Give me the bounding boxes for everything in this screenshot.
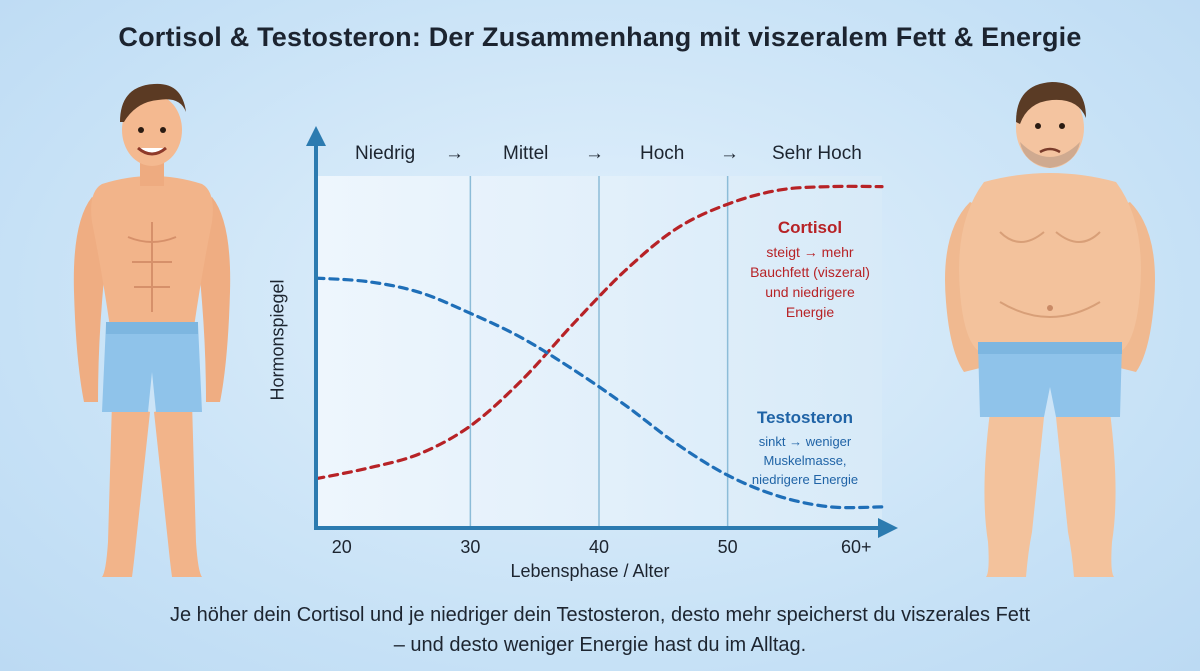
series-line-cortisol	[314, 184, 884, 481]
testosteron-line: sinkt → weniger	[758, 434, 852, 449]
tick-layer: 20 30 40 50 60+	[332, 537, 872, 557]
y-axis-title-text: Hormonspiegel	[267, 279, 288, 401]
cortisol-line: Energie	[785, 304, 835, 320]
testosteron-line: Muskelmasse,	[763, 453, 847, 468]
phase-bar: Niedrig → Mittel → Hoch → Sehr Hoch	[340, 143, 880, 169]
phase-label-sehr-hoch: Sehr Hoch	[772, 143, 862, 164]
footer-caption: Je höher dein Cortisol und je niedriger …	[0, 600, 1200, 660]
x-tick-label: 50	[718, 537, 738, 557]
phase-label-mittel: Mittel	[503, 143, 549, 164]
phase-arrow: →	[445, 143, 464, 164]
footer-line-2: – und desto weniger Energie hast du im A…	[393, 634, 807, 656]
cortisol-line: steigt → mehr	[766, 244, 854, 260]
testosteron-line: niedrigere Energie	[751, 472, 859, 487]
x-tick-label: 30	[460, 537, 480, 557]
series-layer	[314, 184, 884, 510]
grid-lines	[469, 176, 729, 528]
phase-arrow: →	[585, 143, 604, 164]
cortisol-text: steigt → mehr Bauchfett (viszeral) und n…	[740, 242, 880, 322]
y-axis-arrow	[306, 126, 326, 146]
testosteron-text: sinkt → weniger Muskelmasse, niedrigere …	[730, 432, 880, 489]
series-line-testosteron	[314, 276, 884, 510]
cortisol-heading: Cortisol	[777, 218, 843, 237]
cortisol-line: und niedrigere	[765, 284, 855, 300]
x-axis-title: Lebensphase / Alter	[510, 561, 670, 581]
page-title: Cortisol & Testosteron: Der Zusammenhang…	[118, 22, 1082, 52]
phase-label-niedrig: Niedrig	[355, 143, 416, 164]
x-axis-arrow	[878, 518, 898, 538]
x-tick-label: 60+	[841, 537, 872, 557]
overweight-man-illustration	[945, 82, 1155, 577]
cortisol-annotation: Cortisol steigt → mehr Bauchfett (viszer…	[740, 218, 880, 322]
testosteron-heading: Testosteron	[756, 408, 854, 427]
footer-line-1: Je höher dein Cortisol und je niedriger …	[169, 604, 1031, 626]
phase-label-hoch: Hoch	[640, 143, 685, 164]
testosteron-annotation: Testosteron sinkt → weniger Muskelmasse,…	[730, 408, 880, 489]
lean-man-illustration	[73, 83, 231, 577]
phase-arrow: →	[720, 143, 739, 164]
x-tick-label: 20	[332, 537, 352, 557]
x-tick-label: 40	[589, 537, 609, 557]
cortisol-line: Bauchfett (viszeral)	[750, 264, 870, 280]
